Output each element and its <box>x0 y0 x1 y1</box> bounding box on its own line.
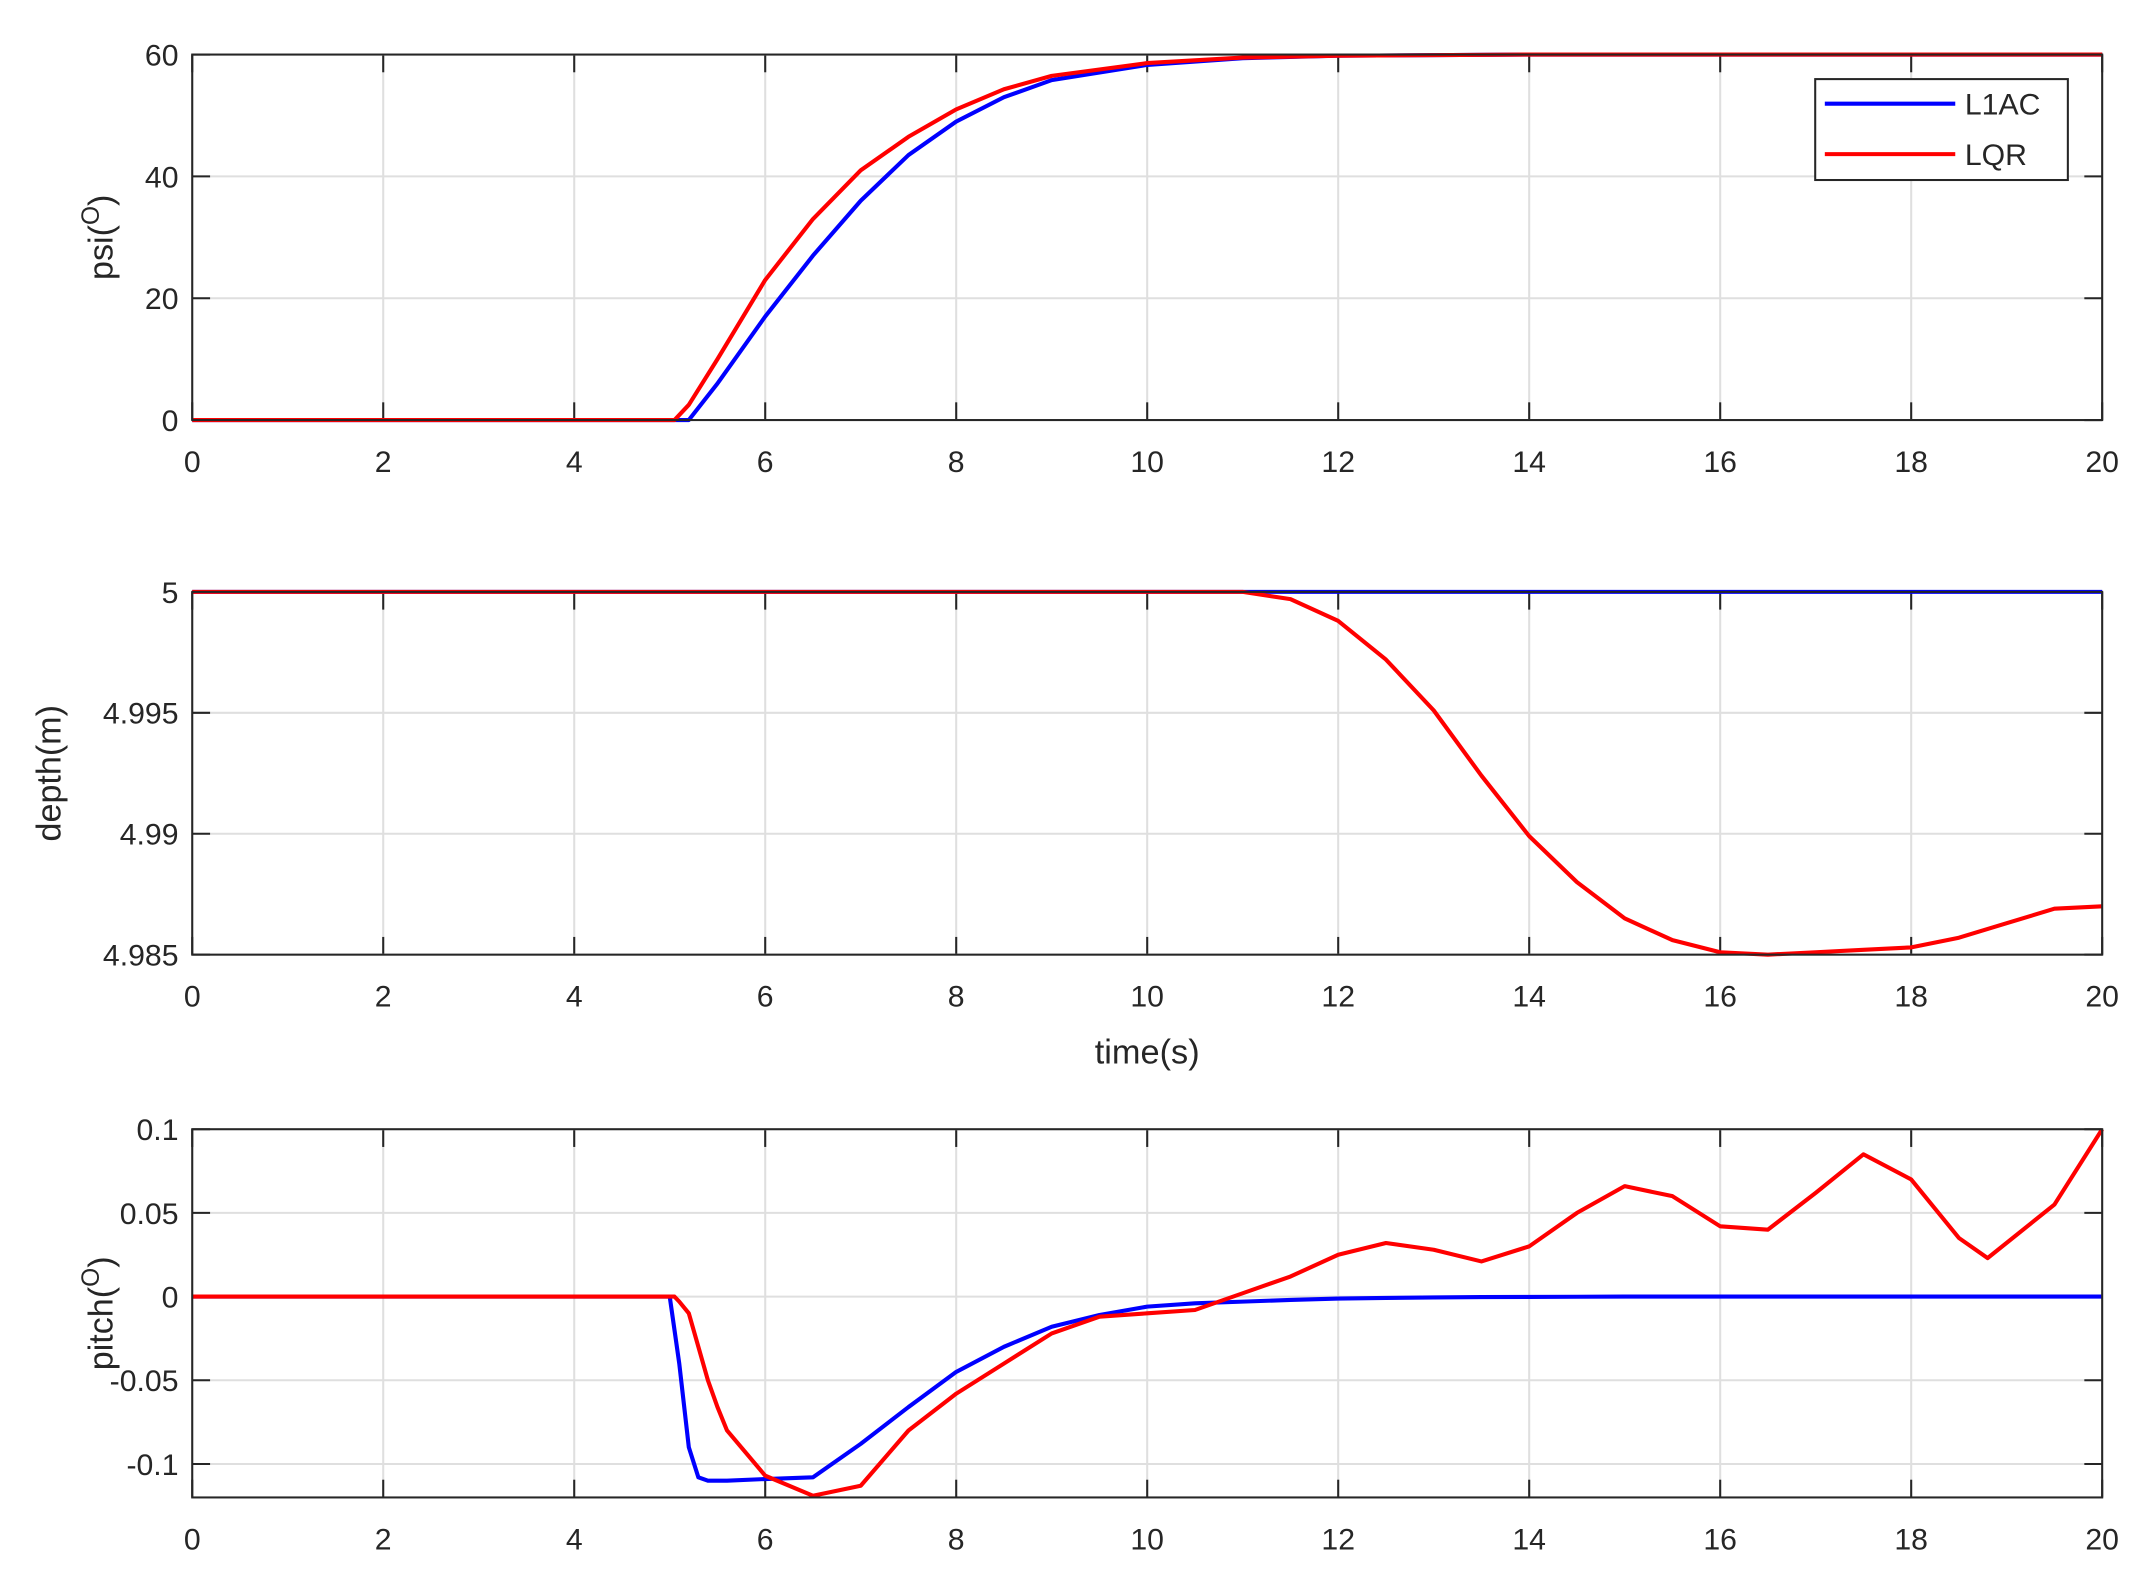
y-axis-label-part: ) <box>82 195 120 206</box>
x-tick-label: 12 <box>1321 981 1355 1014</box>
y-axis-label-part: O <box>78 1268 105 1287</box>
x-tick-label: 14 <box>1512 1523 1546 1556</box>
axes-box <box>191 53 2104 422</box>
y-axis-label-part: depth(m) <box>30 705 68 841</box>
x-tick-label: 10 <box>1130 446 1164 479</box>
axes-box <box>191 590 2104 956</box>
x-tick-label: 16 <box>1703 1523 1737 1556</box>
y-tick-label: 4.99 <box>120 819 179 852</box>
x-tick-label: 18 <box>1894 1523 1928 1556</box>
x-tick-label: 12 <box>1321 1523 1355 1556</box>
x-tick-label: 20 <box>2085 981 2119 1014</box>
legend-label: LQR <box>1965 139 2027 172</box>
x-tick-label: 8 <box>948 446 965 479</box>
x-tick-label: 18 <box>1894 981 1928 1014</box>
x-tick-label: 14 <box>1512 446 1546 479</box>
y-axis-label: psi(O) <box>78 195 121 280</box>
y-tick-label: 0.05 <box>120 1198 179 1231</box>
y-tick-label: 0 <box>162 405 179 438</box>
x-tick-label: 14 <box>1512 981 1546 1014</box>
x-tick-label: 4 <box>566 981 583 1014</box>
y-tick-label: 0 <box>162 1282 179 1315</box>
x-tick-label: 18 <box>1894 446 1928 479</box>
y-tick-label: 5 <box>162 577 179 610</box>
x-tick-label: 6 <box>757 1523 774 1556</box>
x-tick-label: 0 <box>184 446 201 479</box>
x-tick-label: 4 <box>566 446 583 479</box>
x-axis-label: time(s) <box>1095 1034 1200 1072</box>
x-tick-label: 20 <box>2085 446 2119 479</box>
y-axis-label-part: psi( <box>82 224 120 280</box>
x-tick-label: 10 <box>1130 981 1164 1014</box>
y-axis-label-part: ) <box>82 1256 120 1267</box>
y-axis-label-part: pitch( <box>82 1286 120 1370</box>
y-axis-label: depth(m) <box>30 705 68 841</box>
x-tick-label: 2 <box>375 446 392 479</box>
y-tick-label: -0.05 <box>110 1365 179 1398</box>
x-tick-label: 2 <box>375 1523 392 1556</box>
y-tick-label: 20 <box>145 283 179 316</box>
legend-box <box>1814 78 2069 182</box>
y-tick-label: 4.995 <box>103 698 179 731</box>
x-tick-label: 8 <box>948 981 965 1014</box>
y-axis-label: pitch(O) <box>78 1256 121 1370</box>
x-tick-label: 12 <box>1321 446 1355 479</box>
y-tick-label: 60 <box>145 40 179 73</box>
x-tick-label: 0 <box>184 1523 201 1556</box>
x-tick-label: 20 <box>2085 1523 2119 1556</box>
x-tick-label: 2 <box>375 981 392 1014</box>
x-tick-label: 0 <box>184 981 201 1014</box>
x-tick-label: 16 <box>1703 981 1737 1014</box>
y-tick-label: 4.985 <box>103 940 179 973</box>
legend-label: L1AC <box>1965 89 2041 122</box>
x-tick-label: 4 <box>566 1523 583 1556</box>
x-tick-label: 6 <box>757 446 774 479</box>
x-tick-label: 8 <box>948 1523 965 1556</box>
axes-box <box>191 1128 2104 1499</box>
x-tick-label: 16 <box>1703 446 1737 479</box>
y-axis-label-part: O <box>78 206 105 225</box>
x-tick-label: 10 <box>1130 1523 1164 1556</box>
y-tick-label: -0.1 <box>126 1449 178 1482</box>
y-tick-label: 40 <box>145 161 179 194</box>
x-tick-label: 6 <box>757 981 774 1014</box>
y-tick-label: 0.1 <box>137 1114 179 1147</box>
series-line <box>192 1128 2104 1498</box>
